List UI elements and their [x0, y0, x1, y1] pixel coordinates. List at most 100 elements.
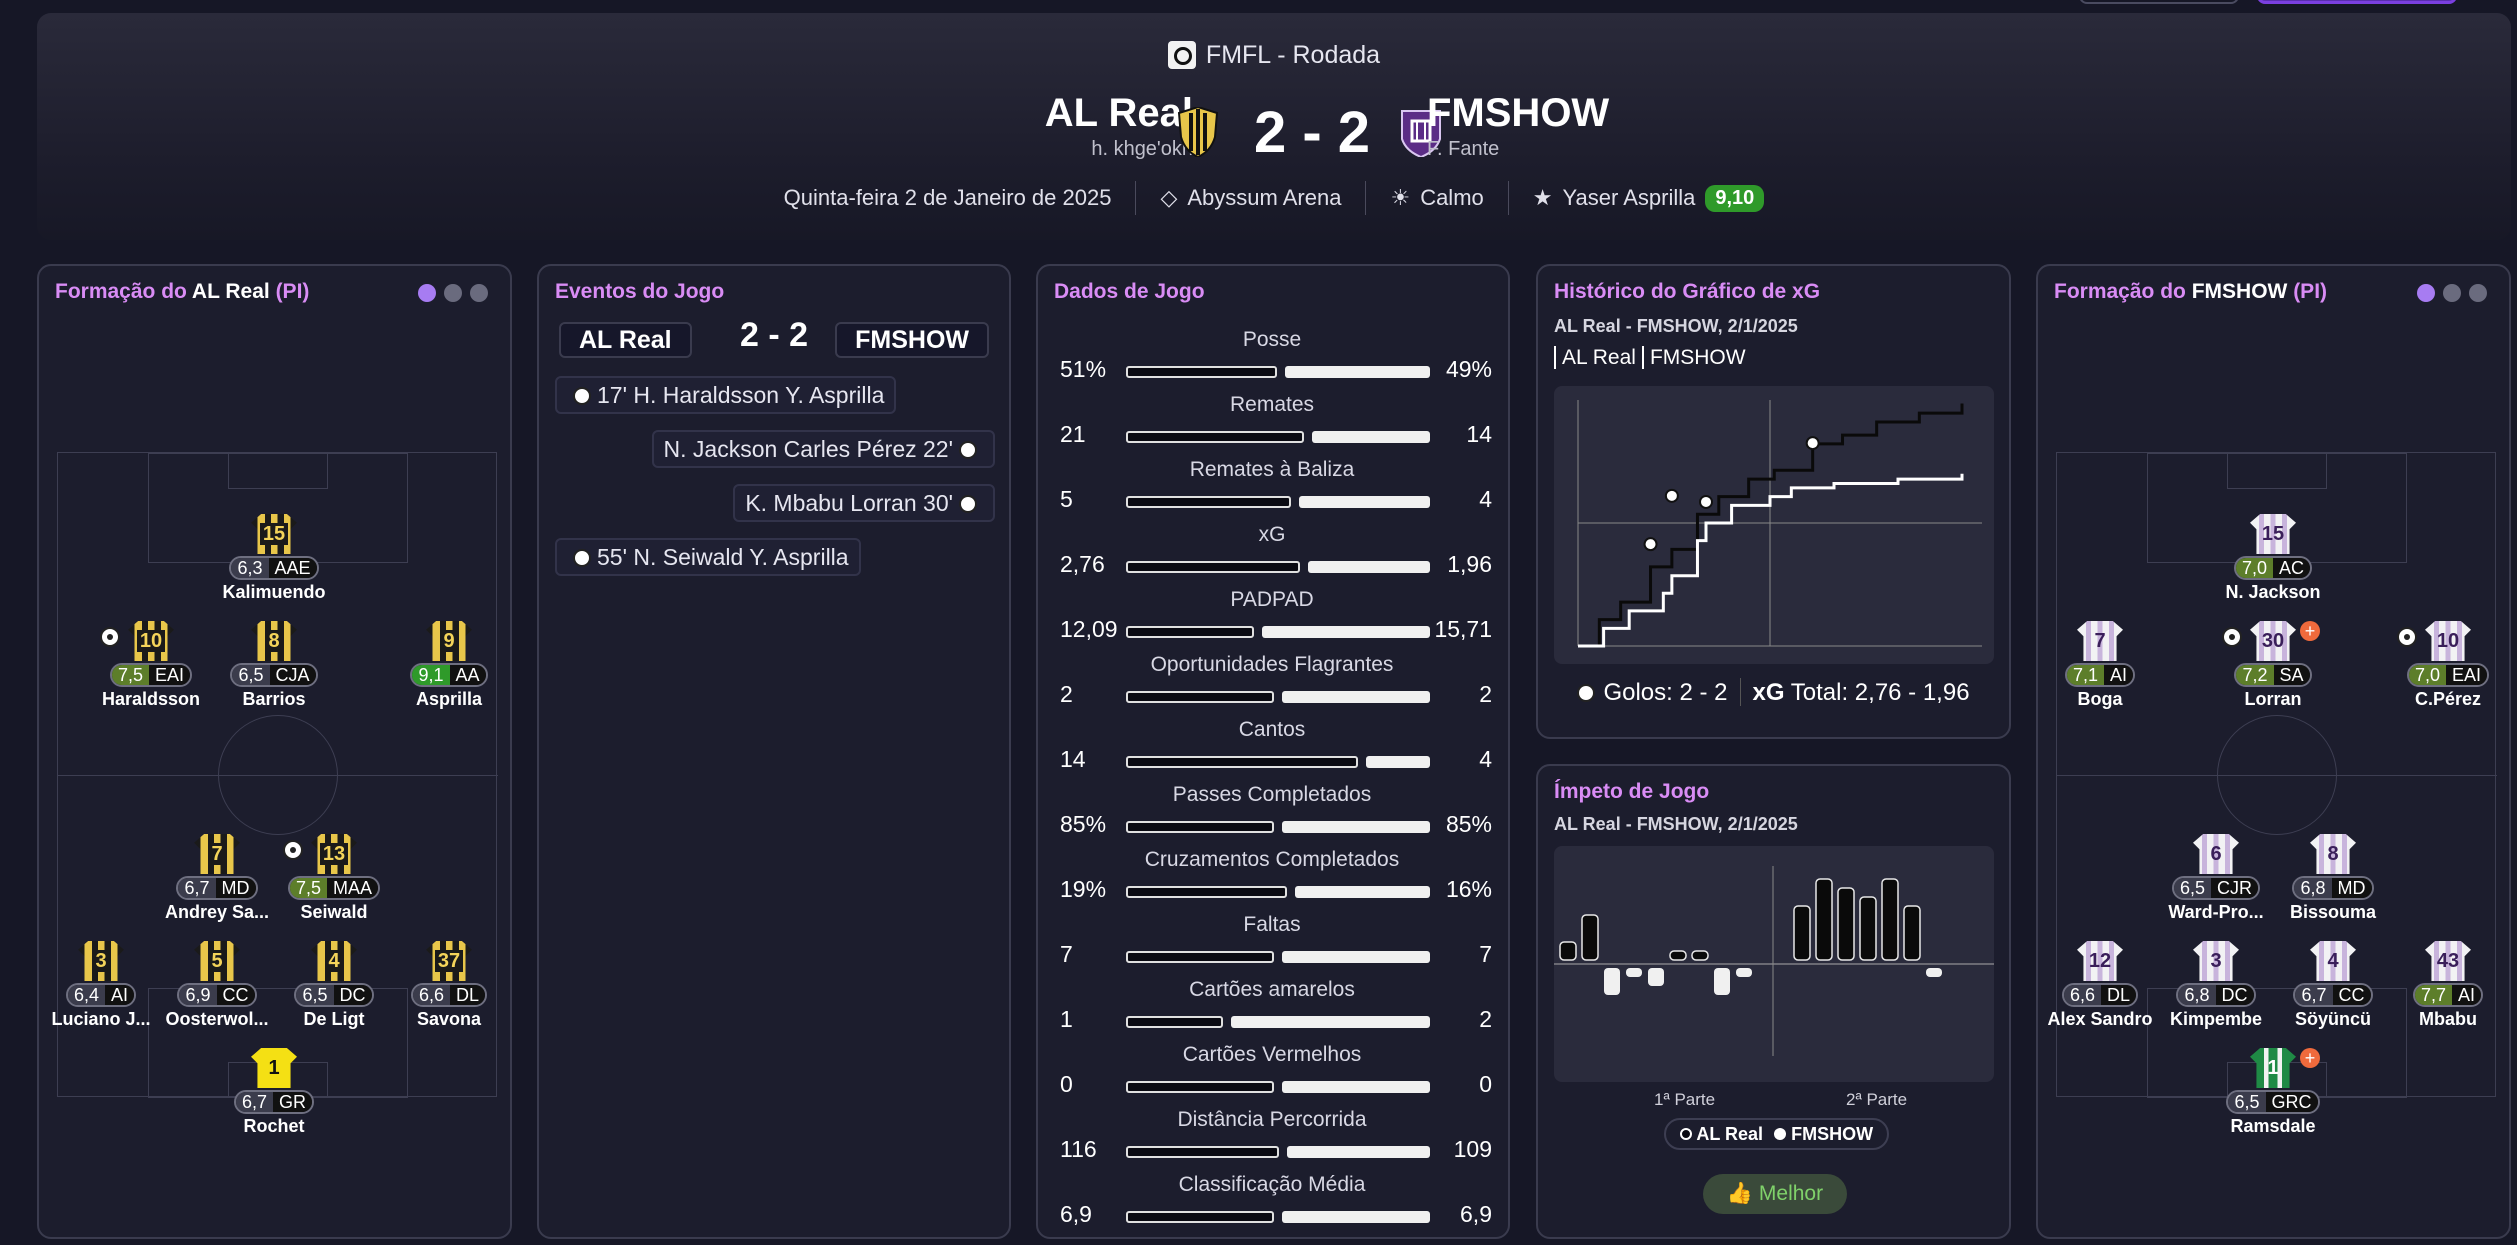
goal-ball-icon	[2397, 627, 2417, 647]
player-card[interactable]: 13 7,5 MAA Seiwald	[249, 834, 419, 923]
shirt-number: 3	[2210, 950, 2222, 972]
rating-pill: 7,1 AI	[2064, 663, 2136, 687]
player-card[interactable]: 12 6,6 DL Alex Sandro	[2015, 941, 2185, 1030]
best-button[interactable]: 👍 Melhor	[1703, 1174, 1847, 1214]
player-name: Bissouma	[2289, 902, 2377, 922]
home-lineup-panel: Formação do AL Real (PI) 15 6,3 AAE Kalimue…	[37, 264, 512, 1239]
shirt-icon: 30	[2250, 621, 2296, 661]
top-action-button[interactable]	[2079, 0, 2239, 4]
motm-name[interactable]: Yaser Asprilla	[1562, 185, 1696, 210]
page-dot[interactable]	[444, 284, 462, 302]
player-position: MD	[2331, 878, 2372, 898]
events-panel: Eventos do Jogo AL Real 2 - 2 FMSHOW 17'…	[537, 264, 1011, 1239]
player-card[interactable]: 3 6,8 DC Kimpembe	[2131, 941, 2301, 1030]
player-card[interactable]: 8 6,8 MD Bissouma	[2248, 834, 2418, 923]
stat-home-bar	[1126, 496, 1291, 508]
player-card[interactable]: 3 6,4 AI Luciano J...	[16, 941, 186, 1030]
away-team-block[interactable]: FMSHOW F. Fante	[1427, 91, 1609, 161]
title-suffix: (PI)	[2287, 280, 2328, 303]
page-dot[interactable]	[470, 284, 488, 302]
player-card[interactable]: 15 6,3 AAE Kalimuendo	[189, 514, 359, 603]
momentum-chart	[1554, 866, 1994, 1056]
rating-pill: 6,4 AI	[65, 983, 137, 1007]
title-prefix: Formação do	[2054, 280, 2192, 303]
home-team-name[interactable]: AL Real	[1044, 91, 1193, 135]
away-team-name[interactable]: FMSHOW	[1427, 91, 1610, 135]
player-card[interactable]: +30 7,2 SA Lorran	[2188, 621, 2358, 710]
stat-row: Posse 51% 49%	[1052, 328, 1492, 393]
event-item[interactable]: K. Mbabu Lorran 30'	[733, 484, 995, 522]
stadium-name[interactable]: Abyssum Arena	[1187, 185, 1342, 210]
player-card[interactable]: 8 6,5 CJA Barrios	[189, 621, 359, 710]
home-team-block[interactable]: AL Real h. khge'okh	[1045, 91, 1193, 161]
event-item[interactable]: N. Jackson Carles Pérez 22'	[651, 430, 995, 468]
top-primary-button[interactable]	[2257, 0, 2457, 4]
player-rating: 6,5	[232, 665, 270, 685]
center-circle	[218, 715, 338, 835]
stat-row: xG 2,76 1,96	[1052, 523, 1492, 588]
player-card[interactable]: 6 6,5 CJR Ward-Pro...	[2131, 834, 2301, 923]
momentum-home-bar	[1881, 878, 1899, 961]
page-dot[interactable]	[2417, 284, 2435, 302]
player-position: MAA	[327, 878, 379, 898]
player-name: N. Jackson	[2225, 582, 2321, 602]
player-card[interactable]: 7 6,7 MD Andrey Sa...	[132, 834, 302, 923]
away-lineup-panel: Formação do FMSHOW (PI) 15 7,0 AC N. Jackso…	[2036, 264, 2511, 1239]
player-name: Boga	[2077, 689, 2123, 709]
stat-home-bar	[1126, 951, 1274, 963]
player-card[interactable]: 10 7,5 EAI Haraldsson	[66, 621, 236, 710]
legend-home: AL Real	[1696, 1124, 1764, 1144]
event-item[interactable]: 55' N. Seiwald Y. Asprilla	[555, 538, 861, 576]
page-dot[interactable]	[2469, 284, 2487, 302]
shirt-icon: 7	[2077, 621, 2123, 661]
stat-row: Remates à Baliza 5 4	[1052, 458, 1492, 523]
shirt-number: 8	[265, 630, 283, 652]
lineup-page-dots[interactable]	[418, 284, 488, 302]
rating-pill: 6,9 CC	[177, 983, 257, 1007]
player-rating: 7,7	[2414, 985, 2452, 1005]
away-manager[interactable]: F. Fante	[1427, 138, 1500, 160]
player-card[interactable]: 1 6,7 GR Rochet	[189, 1048, 359, 1137]
momentum-title: Ímpeto de Jogo	[1554, 780, 1710, 803]
page-dot[interactable]	[418, 284, 436, 302]
player-position: EAI	[2446, 665, 2488, 685]
shirt-number: 8	[2327, 843, 2339, 865]
player-card[interactable]: 4 6,5 DC De Ligt	[249, 941, 419, 1030]
shirt-icon: 1	[2250, 1048, 2296, 1088]
stat-home-bar	[1126, 1146, 1279, 1158]
rating-pill: 9,1 AA	[410, 663, 488, 687]
player-card[interactable]: 15 7,0 AC N. Jackson	[2188, 514, 2358, 603]
legend-dot	[1774, 1128, 1787, 1140]
xg-goals: Golos: 2 - 2	[1603, 679, 1728, 706]
xg-goal-marker	[1699, 494, 1713, 509]
momentum-home-bar	[1691, 950, 1709, 961]
event-item[interactable]: 17' H. Haraldsson Y. Asprilla	[555, 376, 897, 414]
player-card[interactable]: 43 7,7 AI Mbabu	[2363, 941, 2517, 1030]
xg-goal-marker	[1643, 537, 1658, 552]
stat-home-value: 14	[1060, 746, 1086, 772]
player-card[interactable]: +1 6,5 GRC Ramsdale	[2188, 1048, 2358, 1137]
player-card[interactable]: 10 7,0 EAI C.Pérez	[2363, 621, 2517, 710]
xg-legend: AL Real FMSHOW	[1554, 346, 1752, 370]
player-rating: 6,8	[2294, 878, 2332, 898]
player-card[interactable]: 4 6,7 CC Söyüncü	[2248, 941, 2418, 1030]
player-card[interactable]: 37 6,6 DL Savona	[364, 941, 534, 1030]
stat-label: Cartões Vermelhos	[1182, 1043, 1362, 1066]
player-name: Alex Sandro	[2047, 1009, 2153, 1029]
xg-chart-box	[1554, 386, 1994, 664]
page-dot[interactable]	[2443, 284, 2461, 302]
stat-label: Posse	[1242, 328, 1302, 351]
stats-title: Dados de Jogo	[1054, 280, 1205, 303]
lineup-page-dots[interactable]	[2417, 284, 2487, 302]
rating-pill: 6,6 DL	[410, 983, 488, 1007]
player-card[interactable]: 9 9,1 AA Asprilla	[364, 621, 534, 710]
player-card[interactable]: 5 6,9 CC Oosterwol...	[132, 941, 302, 1030]
thumbs-up-icon: 👍	[1726, 1182, 1754, 1205]
player-card[interactable]: 7 7,1 AI Boga	[2015, 621, 2185, 710]
momentum-home-bar	[1837, 887, 1855, 961]
stat-away-value: 0	[1479, 1071, 1492, 1097]
player-rating: 6,8	[2178, 985, 2216, 1005]
player-rating: 6,3	[231, 558, 269, 578]
stat-row: Cantos 14 4	[1052, 718, 1492, 783]
home-manager[interactable]: h. khge'okh	[1091, 138, 1193, 160]
